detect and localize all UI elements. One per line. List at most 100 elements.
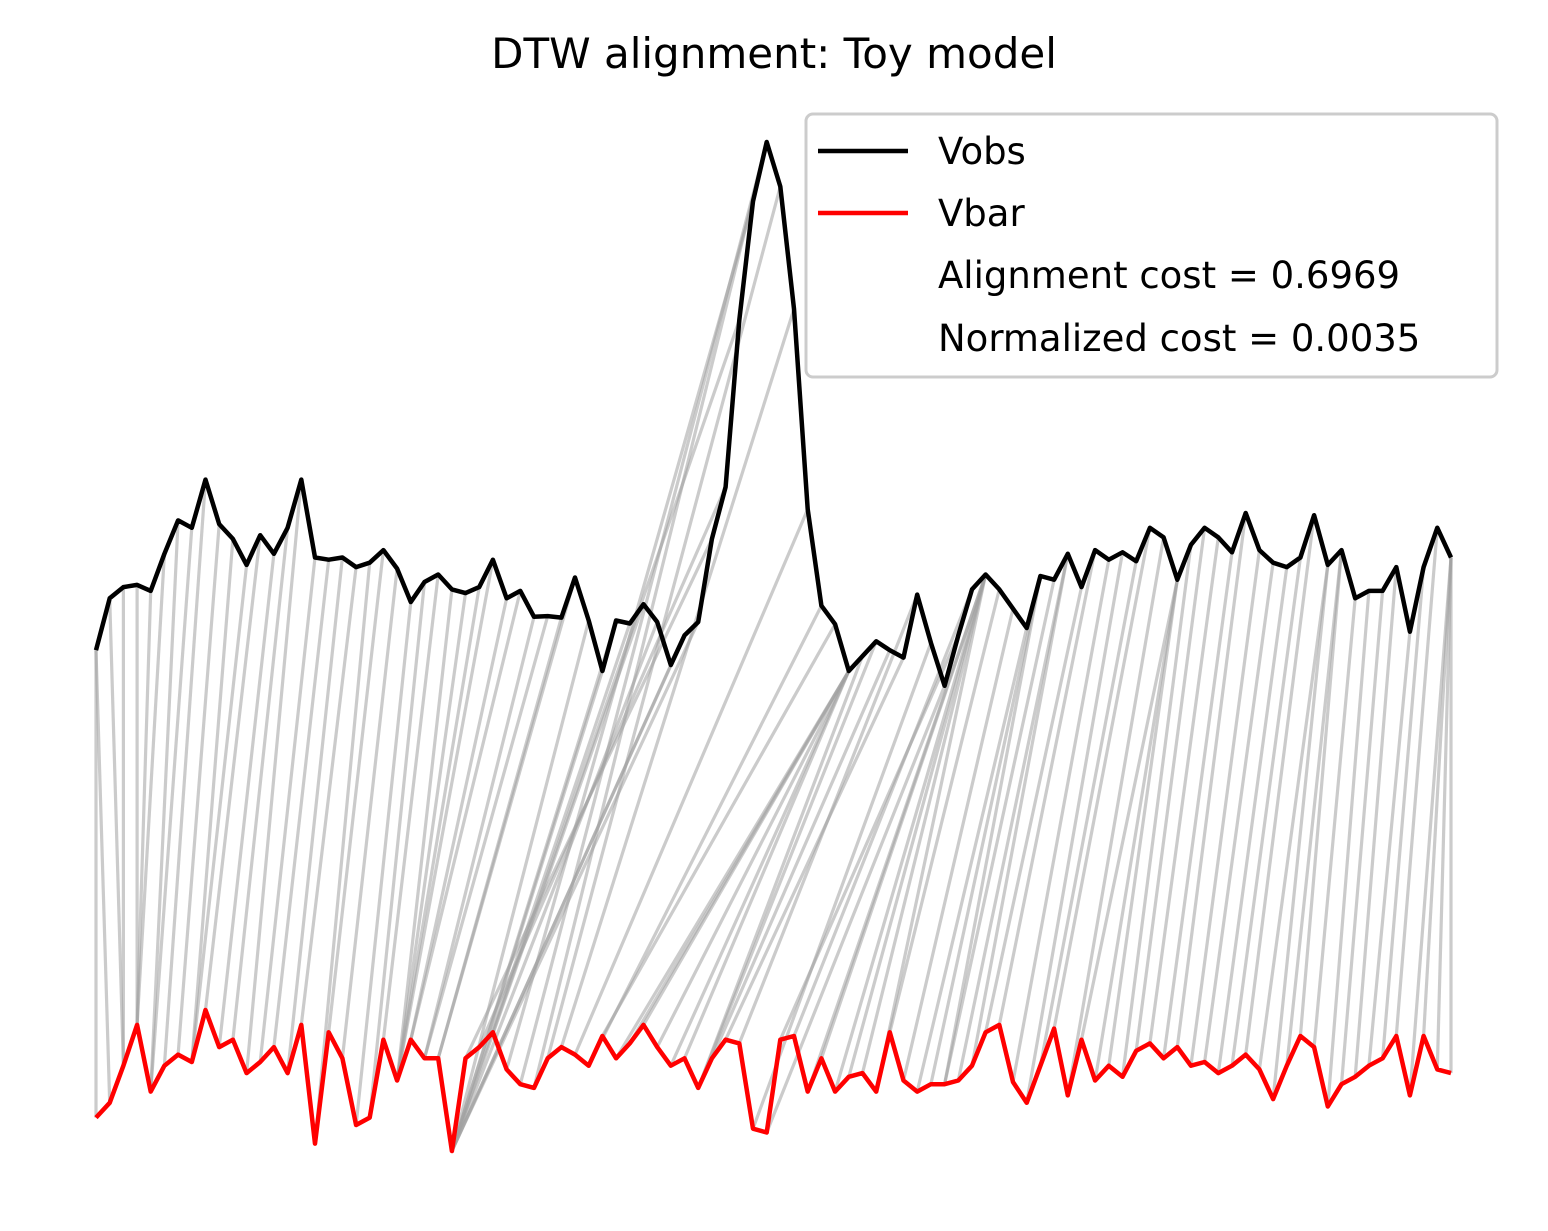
alignment-line-89 bbox=[1025, 552, 1125, 1104]
legend-label-0: Vobs bbox=[938, 130, 1026, 173]
alignment-line-45 bbox=[450, 621, 700, 1152]
alignment-line-110 bbox=[1312, 598, 1357, 1048]
alignment-line-75 bbox=[847, 574, 988, 1078]
alignment-line-99 bbox=[1162, 552, 1234, 1059]
alignment-line-68 bbox=[751, 642, 933, 1130]
alignment-line-1 bbox=[94, 650, 112, 1103]
alignment-line-32 bbox=[409, 590, 522, 1041]
alignment-line-66 bbox=[724, 656, 905, 1041]
alignment-line-9 bbox=[162, 479, 208, 1066]
series-lines bbox=[93, 139, 1454, 1154]
alignment-line-61 bbox=[669, 670, 851, 1067]
legend-label-2: Alignment cost = 0.6969 bbox=[938, 254, 1400, 297]
alignment-line-21 bbox=[313, 562, 372, 1144]
series-line-vobs bbox=[93, 139, 1454, 689]
alignment-line-64 bbox=[696, 640, 878, 1089]
alignment-line-23 bbox=[340, 568, 399, 1059]
alignment-line-84 bbox=[956, 553, 1070, 1081]
alignment-line-48 bbox=[491, 319, 741, 1033]
alignment-line-67 bbox=[737, 594, 919, 1044]
alignment-line-16 bbox=[245, 479, 303, 1074]
alignment-line-20 bbox=[299, 566, 358, 1026]
alignment-line-107 bbox=[1271, 564, 1330, 1100]
alignment-line-82 bbox=[943, 575, 1042, 1085]
alignment-line-70 bbox=[778, 634, 960, 1041]
alignment-line-17 bbox=[258, 557, 317, 1063]
alignment-line-81 bbox=[929, 575, 1042, 1085]
alignment-line-88 bbox=[1011, 559, 1111, 1083]
alignment-line-65 bbox=[710, 649, 892, 1059]
alignment-line-108 bbox=[1285, 549, 1344, 1066]
alignment-line-36 bbox=[436, 577, 577, 1059]
alignment-line-7 bbox=[149, 520, 180, 1092]
alignment-line-19 bbox=[286, 557, 344, 1074]
alignment-line-104 bbox=[1230, 557, 1302, 1066]
alignment-line-22 bbox=[327, 549, 385, 1033]
alignment-line-31 bbox=[409, 597, 509, 1041]
alignment-line-13 bbox=[203, 535, 262, 1011]
alignment-line-39 bbox=[450, 620, 618, 1152]
alignment-line-15 bbox=[231, 527, 290, 1040]
alignment-line-114 bbox=[1367, 631, 1412, 1066]
alignment-line-94 bbox=[1093, 579, 1179, 1081]
alignment-line-86 bbox=[984, 586, 1084, 1033]
alignment-line-8 bbox=[149, 527, 194, 1092]
alignment-line-83 bbox=[943, 579, 1056, 1085]
alignment-line-118 bbox=[1422, 557, 1453, 1037]
legend-frame bbox=[804, 112, 1499, 379]
alignment-line-34 bbox=[422, 615, 550, 1059]
alignment-line-111 bbox=[1326, 590, 1371, 1107]
alignment-line-77 bbox=[874, 574, 988, 1092]
alignment-line-106 bbox=[1257, 564, 1330, 1070]
alignment-line-98 bbox=[1148, 537, 1220, 1044]
chart-title: DTW alignment: Toy model bbox=[491, 29, 1057, 78]
alignment-line-116 bbox=[1394, 527, 1439, 1037]
alignment-line-71 bbox=[792, 588, 974, 1037]
alignment-line-92 bbox=[1066, 537, 1166, 1096]
alignment-line-37 bbox=[450, 620, 591, 1152]
alignment-line-97 bbox=[1134, 527, 1207, 1052]
alignment-line-62 bbox=[683, 670, 851, 1059]
alignment-line-80 bbox=[915, 627, 1029, 1092]
alignment-line-25 bbox=[368, 581, 427, 1118]
alignment-line-79 bbox=[901, 608, 1015, 1081]
alignment-line-100 bbox=[1175, 512, 1248, 1048]
alignment-line-91 bbox=[1052, 527, 1152, 1029]
alignment-line-26 bbox=[381, 574, 440, 1040]
alignment-line-105 bbox=[1244, 514, 1316, 1055]
legend-label-3: Normalized cost = 0.0035 bbox=[938, 317, 1420, 360]
alignment-line-112 bbox=[1339, 590, 1385, 1085]
series-line-vbar bbox=[94, 1007, 1452, 1154]
alignment-line-101 bbox=[1189, 549, 1261, 1066]
alignment-line-24 bbox=[354, 601, 413, 1126]
alignment-line-30 bbox=[395, 559, 495, 1081]
alignment-line-90 bbox=[1038, 560, 1138, 1066]
alignment-line-52 bbox=[546, 186, 782, 1059]
alignment-line-2 bbox=[108, 598, 125, 1066]
alignment-line-73 bbox=[819, 573, 988, 1059]
alignment-line-103 bbox=[1216, 566, 1289, 1074]
alignment-line-5 bbox=[135, 590, 153, 1025]
alignment-line-14 bbox=[217, 553, 276, 1048]
alignment-line-53 bbox=[559, 308, 796, 1048]
alignment-line-60 bbox=[655, 670, 851, 1048]
alignment-line-27 bbox=[395, 589, 454, 1081]
alignment-line-113 bbox=[1353, 566, 1398, 1077]
alignment-line-54 bbox=[573, 508, 810, 1056]
alignment-line-69 bbox=[765, 685, 947, 1134]
alignment-line-56 bbox=[601, 623, 837, 1037]
alignment-line-117 bbox=[1408, 557, 1453, 1096]
alignment-lines bbox=[94, 141, 1453, 1152]
alignment-line-18 bbox=[272, 559, 331, 1048]
alignment-line-33 bbox=[422, 616, 536, 1059]
alignment-line-11 bbox=[190, 538, 235, 1063]
alignment-line-115 bbox=[1381, 566, 1426, 1059]
alignment-line-96 bbox=[1120, 544, 1193, 1078]
alignment-line-42 bbox=[450, 621, 659, 1152]
alignment-line-78 bbox=[888, 589, 1001, 1033]
alignment-line-95 bbox=[1107, 579, 1179, 1066]
alignment-line-76 bbox=[860, 574, 988, 1074]
legend-label-1: Vbar bbox=[938, 192, 1025, 235]
alignment-line-50 bbox=[518, 141, 769, 1085]
